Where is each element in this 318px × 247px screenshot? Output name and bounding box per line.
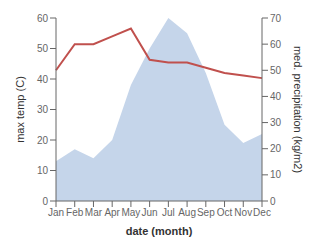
svg-text:Oct: Oct xyxy=(217,207,233,218)
svg-text:Dec: Dec xyxy=(253,207,271,218)
svg-text:30: 30 xyxy=(37,104,49,115)
svg-text:Apr: Apr xyxy=(104,207,120,218)
svg-text:20: 20 xyxy=(37,135,49,146)
svg-text:0: 0 xyxy=(270,196,276,207)
svg-text:max temp (C): max temp (C) xyxy=(14,76,26,143)
svg-text:Feb: Feb xyxy=(66,207,84,218)
svg-text:10: 10 xyxy=(270,169,282,180)
svg-text:Jul: Jul xyxy=(162,207,175,218)
svg-text:50: 50 xyxy=(270,65,282,76)
svg-text:Nov: Nov xyxy=(234,207,252,218)
svg-text:20: 20 xyxy=(270,143,282,154)
svg-text:70: 70 xyxy=(270,13,282,24)
svg-text:40: 40 xyxy=(37,74,49,85)
svg-text:30: 30 xyxy=(270,117,282,128)
svg-text:Jan: Jan xyxy=(48,207,64,218)
svg-text:10: 10 xyxy=(37,165,49,176)
svg-text:60: 60 xyxy=(37,13,49,24)
svg-text:50: 50 xyxy=(37,43,49,54)
svg-text:Jun: Jun xyxy=(142,207,158,218)
svg-text:date (month): date (month) xyxy=(126,225,193,237)
svg-text:60: 60 xyxy=(270,39,282,50)
svg-text:Mar: Mar xyxy=(85,207,103,218)
svg-text:0: 0 xyxy=(42,196,48,207)
svg-text:40: 40 xyxy=(270,91,282,102)
svg-text:med. precipitation (kg/m2): med. precipitation (kg/m2) xyxy=(292,46,304,173)
svg-text:May: May xyxy=(121,207,140,218)
svg-text:Aug: Aug xyxy=(178,207,196,218)
svg-text:Sep: Sep xyxy=(197,207,215,218)
